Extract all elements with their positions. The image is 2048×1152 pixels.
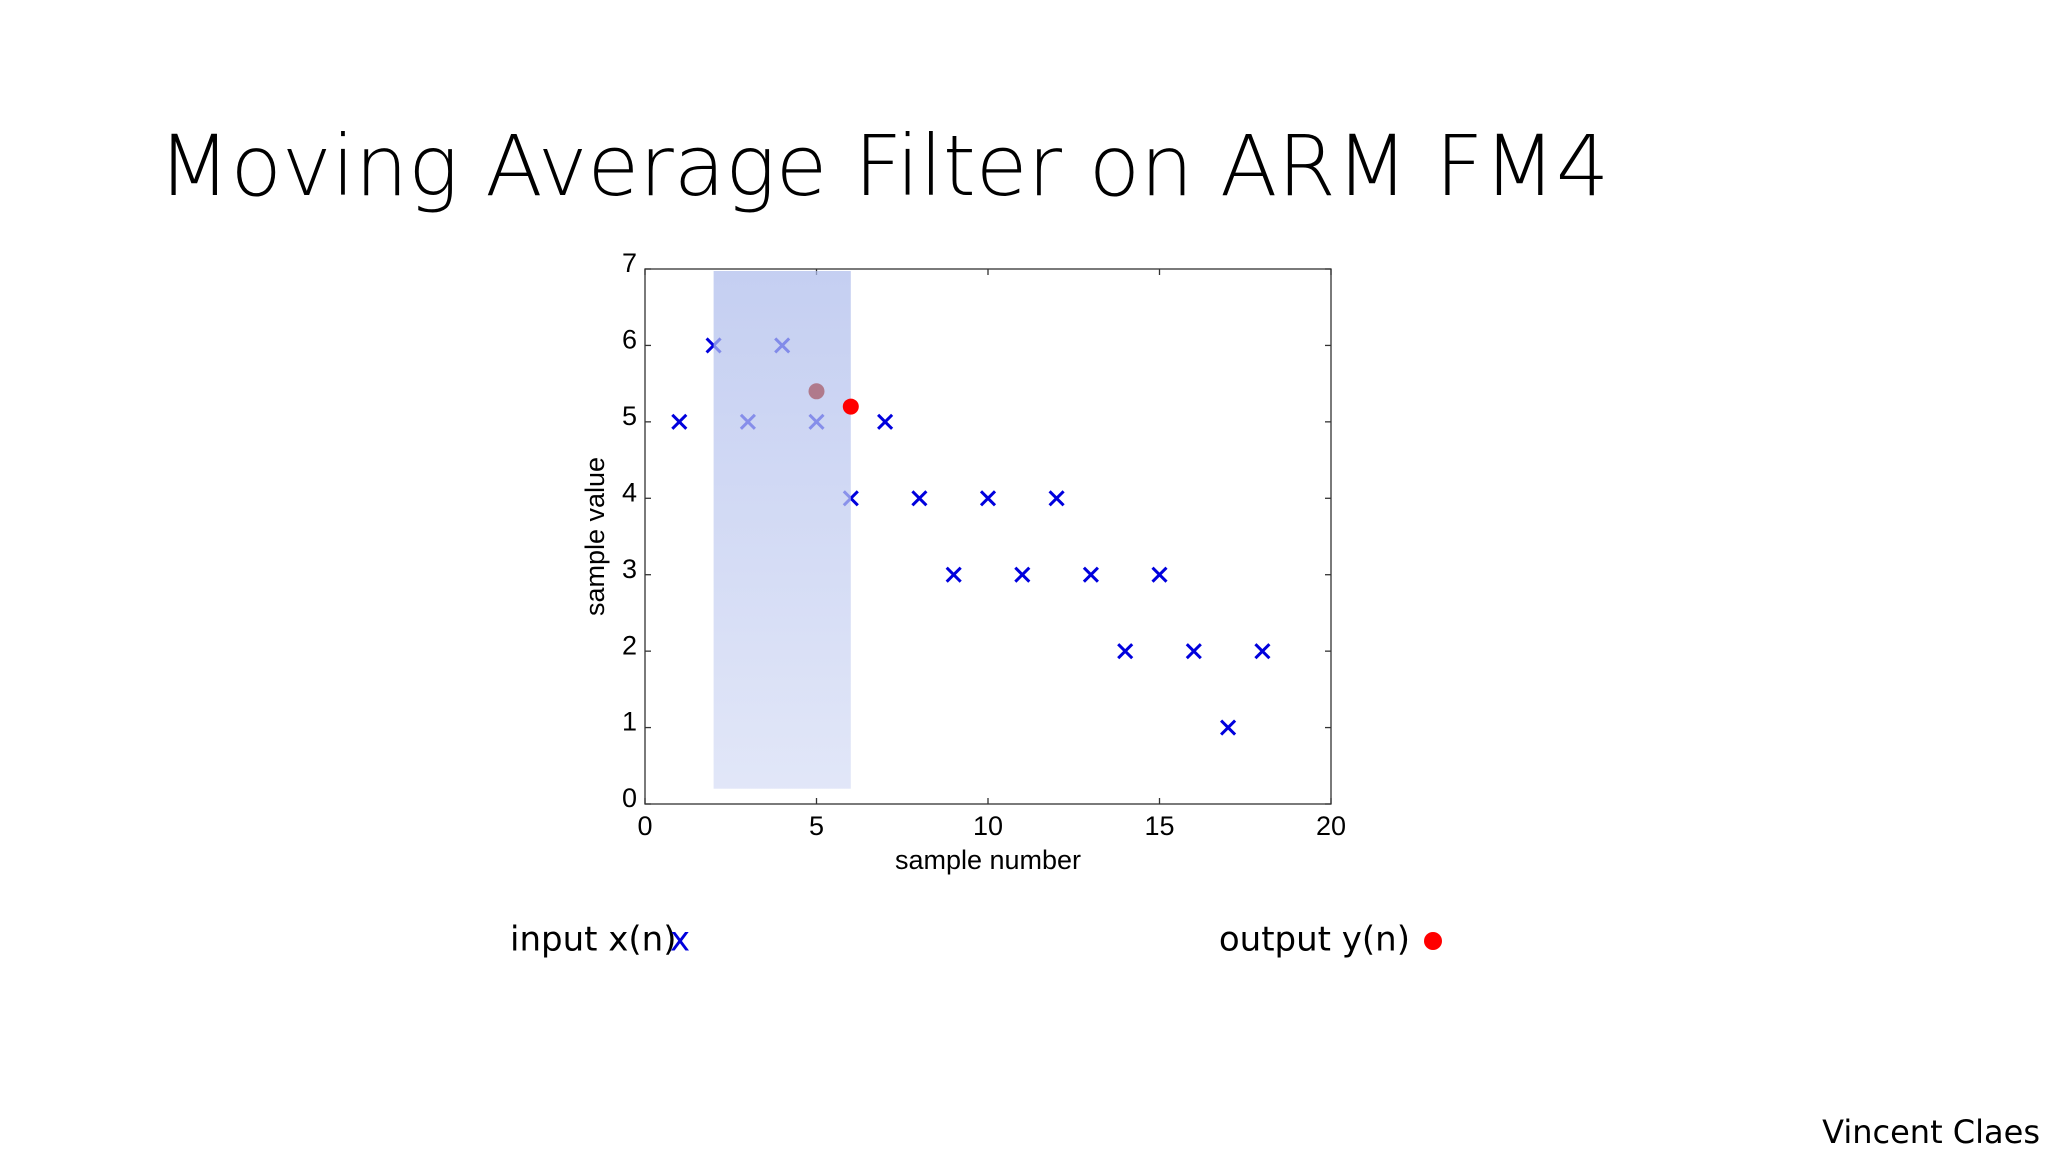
y-tick-label: 7 (622, 248, 637, 278)
x-tick-label: 20 (1316, 811, 1346, 841)
x-tick-label: 10 (973, 811, 1003, 841)
x-axis-label: sample number (895, 845, 1081, 875)
input-point (911, 490, 928, 507)
x-tick-label: 0 (637, 811, 652, 841)
chart: 0 5 10 15 20 0 1 2 3 4 5 6 7 sample number sample valu… (580, 248, 1346, 875)
input-point (1254, 643, 1271, 660)
output-point (842, 398, 859, 415)
window (713, 271, 851, 789)
x-tick-label: 15 (1144, 811, 1174, 841)
input-point (671, 413, 688, 430)
input-point (1014, 566, 1031, 583)
marker-stroke (945, 566, 962, 583)
marker-stroke (911, 490, 928, 507)
y-tick-label: 1 (622, 707, 637, 737)
input-point (877, 413, 894, 430)
y-tick-label: 3 (622, 554, 637, 584)
input-point (1151, 566, 1168, 583)
input-label: input x(n) (510, 920, 676, 960)
marker-stroke (1254, 643, 1271, 660)
y-axis-label: sample value (580, 457, 610, 616)
y-tick-label: 4 (622, 477, 637, 507)
output-label: output y(n) (1219, 920, 1410, 960)
y-tick-label: 5 (622, 401, 637, 431)
marker-stroke (1151, 566, 1168, 583)
x-tick-label: 5 (809, 811, 824, 841)
input-point (1082, 566, 1099, 583)
marker-stroke (1082, 566, 1099, 583)
marker-stroke (979, 490, 997, 507)
marker-stroke (877, 413, 894, 430)
output-point (808, 383, 825, 400)
marker-stroke (1048, 490, 1065, 507)
input-point (1220, 719, 1237, 736)
marker-stroke (1014, 566, 1031, 583)
author: Vincent Claes (1822, 1113, 2040, 1151)
input-point (945, 566, 962, 583)
input-point (1048, 490, 1065, 507)
marker-stroke (1117, 643, 1134, 660)
input-point (1117, 643, 1134, 660)
y-tick-label: 0 (622, 783, 637, 813)
y-tick-label: 6 (622, 325, 637, 355)
marker-stroke (671, 413, 688, 430)
marker-stroke (1220, 719, 1237, 736)
input-point (1185, 643, 1202, 660)
slide-title: Moving Average Filter on ARM FM4 (158, 117, 1609, 215)
marker-stroke (1185, 643, 1202, 660)
output-marker (1424, 932, 1442, 950)
y-tick-label: 2 (622, 630, 637, 660)
input-point (979, 490, 997, 507)
input-marker: x (670, 920, 690, 960)
